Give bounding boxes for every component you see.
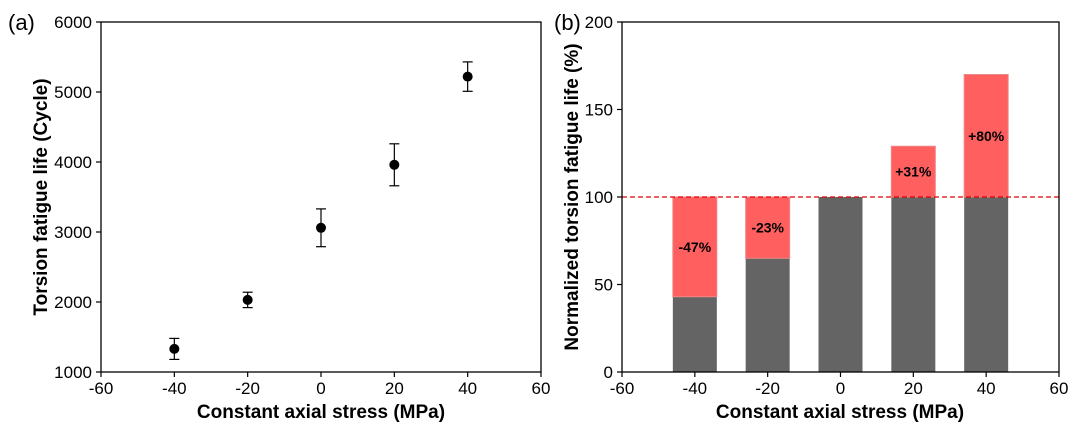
panel-b-x-tick-label: -20: [755, 379, 780, 398]
panel-b-label: (b): [554, 10, 581, 35]
panel-a-data-points: [169, 61, 473, 360]
panel-a-y-tick-label: 3000: [54, 223, 92, 242]
panel-b-base-bar: [818, 197, 863, 372]
panel-a-y-axis: 1000 2000 3000 4000 5000 6000: [54, 13, 101, 382]
panel-b-y-tick-label: 0: [604, 363, 613, 382]
panel-b-bar-chart: (b) -60 -40 -20 0 20 40 60 0 50 100 150 200 -47% -2…: [554, 10, 1068, 423]
panel-a-x-tick-label: -40: [162, 379, 187, 398]
panel-a-label: (a): [8, 10, 35, 35]
panel-a-x-axis: -60 -40 -20 0 20 40 60: [89, 372, 551, 398]
panel-b-x-tick-label: -40: [683, 379, 708, 398]
panel-a-data-point: [462, 71, 473, 82]
panel-b-base-bar: [891, 197, 936, 372]
panel-b-base-bar: [964, 197, 1009, 372]
panel-b-increase-bar: [745, 196, 791, 259]
panel-b-change-label: +80%: [968, 128, 1005, 144]
panel-b-base-bar: [672, 296, 717, 372]
panel-b-change-label: -47%: [678, 239, 711, 255]
panel-a-data-point: [242, 294, 253, 305]
panel-a-x-tick-label: 0: [316, 379, 325, 398]
panel-b-bars: [672, 74, 1009, 372]
panel-a-x-axis-title: Constant axial stress (MPa): [197, 402, 445, 423]
panel-b-base-bar: [745, 258, 790, 372]
panel-a-data-point: [389, 159, 400, 170]
panel-a-x-tick-label: -20: [235, 379, 260, 398]
panel-a-y-tick-label: 4000: [54, 153, 92, 172]
panel-a-x-tick-label: -60: [89, 379, 114, 398]
panel-b-y-tick-label: 200: [585, 13, 613, 32]
panel-b-y-tick-label: 100: [585, 188, 613, 207]
panel-a-plot-frame: [100, 21, 542, 373]
panel-a-y-tick-label: 2000: [54, 293, 92, 312]
panel-b-y-tick-label: 150: [585, 101, 613, 120]
panel-a-y-tick-label: 5000: [54, 83, 92, 102]
panel-a-y-axis-title: Torsion fatigue life (Cycle): [31, 78, 52, 315]
panel-b-x-tick-label: 40: [977, 379, 996, 398]
panel-b-change-label: -23%: [751, 220, 784, 236]
panel-b-y-axis-title: Normalized torsion fatigue life (%): [562, 43, 583, 350]
panel-b-x-tick-label: 0: [836, 379, 845, 398]
panel-b-x-tick-label: -60: [610, 379, 635, 398]
panel-b-x-axis-title: Constant axial stress (MPa): [716, 402, 964, 423]
panel-b-increase-bar: [963, 74, 1009, 198]
panel-a-x-tick-label: 60: [532, 379, 551, 398]
panel-a-y-tick-label: 6000: [54, 13, 92, 32]
panel-b-change-label: +31%: [895, 164, 932, 180]
panel-b-increase-bar: [672, 196, 718, 298]
panel-a-x-tick-label: 40: [458, 379, 477, 398]
panel-a-data-point: [169, 343, 180, 354]
panel-b-y-tick-label: 50: [594, 276, 613, 295]
panel-b-x-tick-label: 60: [1050, 379, 1069, 398]
panel-a-scatter-chart: (a) -60 -40 -20 0 20 40 60 1000 2000 3000 4000 500…: [8, 10, 550, 423]
panel-b-bar-labels: -47% -23% +31% +80%: [678, 128, 1004, 255]
panel-b-x-tick-label: 20: [904, 379, 923, 398]
panel-b-x-axis: -60 -40 -20 0 20 40 60: [610, 372, 1069, 398]
panel-b-y-axis: 0 50 100 150 200: [585, 13, 622, 382]
panel-a-y-tick-label: 1000: [54, 363, 92, 382]
panel-a-x-tick-label: 20: [385, 379, 404, 398]
panel-a-data-point: [316, 222, 326, 233]
